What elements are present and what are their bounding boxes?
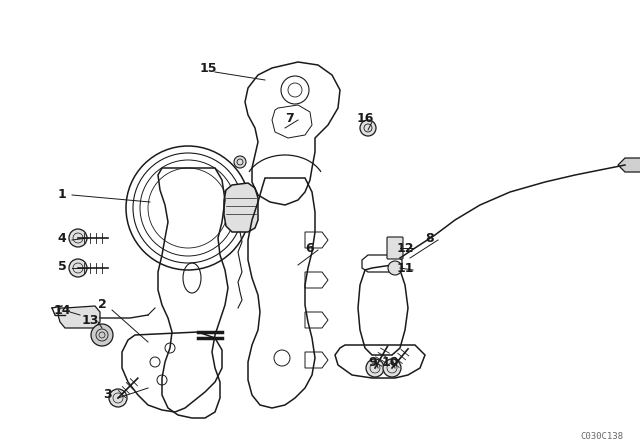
FancyBboxPatch shape	[387, 237, 403, 259]
Text: 9: 9	[369, 356, 378, 369]
Circle shape	[109, 389, 127, 407]
Text: 3: 3	[104, 388, 112, 401]
Text: 13: 13	[81, 314, 99, 327]
Text: 7: 7	[285, 112, 294, 125]
Circle shape	[69, 259, 87, 277]
Text: C030C138: C030C138	[580, 432, 623, 441]
Text: 15: 15	[199, 61, 217, 74]
Text: 8: 8	[426, 232, 435, 245]
Circle shape	[388, 261, 402, 275]
Text: 11: 11	[396, 262, 413, 275]
Polygon shape	[224, 183, 258, 232]
Text: 14: 14	[53, 303, 71, 316]
Circle shape	[234, 156, 246, 168]
Polygon shape	[618, 158, 640, 172]
Circle shape	[69, 229, 87, 247]
Circle shape	[360, 120, 376, 136]
Text: 5: 5	[58, 259, 67, 272]
Polygon shape	[58, 306, 100, 328]
Circle shape	[91, 324, 113, 346]
Text: 2: 2	[98, 298, 106, 311]
Text: 1: 1	[58, 189, 67, 202]
Circle shape	[366, 359, 384, 377]
Circle shape	[383, 359, 401, 377]
Text: 10: 10	[381, 356, 399, 369]
Text: 12: 12	[396, 241, 413, 254]
Text: 4: 4	[58, 232, 67, 245]
Text: 6: 6	[306, 241, 314, 254]
Text: 16: 16	[356, 112, 374, 125]
